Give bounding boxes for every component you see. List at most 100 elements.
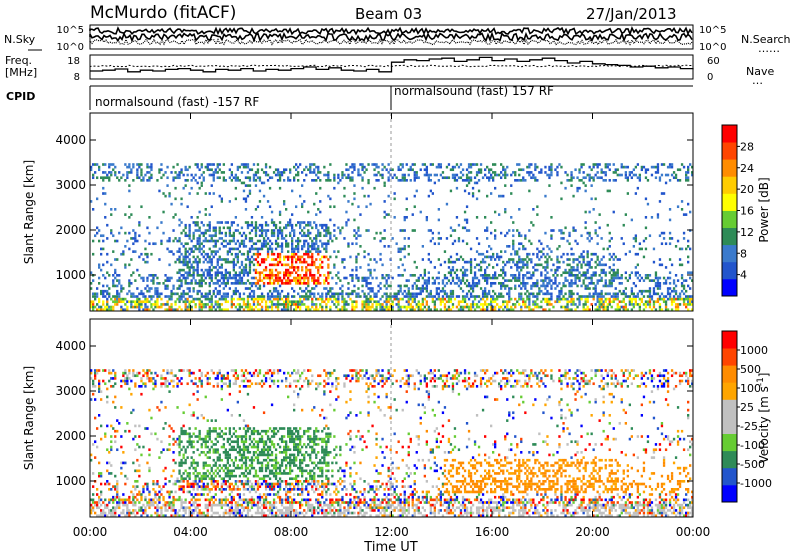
- power-scatter-cell: [331, 300, 334, 304]
- power-scatter-cell: [620, 282, 623, 285]
- power-scatter-cell: [272, 295, 276, 298]
- power-scatter-cell: [512, 239, 515, 243]
- power-scatter-cell: [313, 279, 316, 282]
- velocity-scatter-cell: [144, 495, 147, 499]
- power-scatter-cell: [295, 260, 298, 264]
- power-scatter-cell: [630, 176, 634, 180]
- power-scatter-cell: [542, 284, 545, 288]
- power-scatter-cell: [297, 250, 300, 253]
- velocity-scatter-cell: [162, 369, 165, 372]
- power-scatter-cell: [313, 292, 316, 296]
- power-scatter-cell: [110, 229, 113, 232]
- power-scatter-cell: [309, 255, 312, 259]
- power-scatter-cell: [188, 295, 191, 298]
- velocity-scatter-cell: [172, 482, 175, 486]
- power-scatter-cell: [224, 260, 228, 264]
- power-scatter-cell: [668, 218, 672, 222]
- power-scatter-cell: [246, 176, 250, 180]
- power-scatter-cell: [540, 279, 543, 282]
- velocity-scatter-cell: [164, 385, 167, 388]
- power-scatter-cell: [285, 305, 288, 309]
- velocity-scatter-cell: [174, 498, 177, 502]
- power-scatter-cell: [299, 231, 302, 235]
- power-scatter-cell: [586, 268, 589, 272]
- power-scatter-cell: [504, 274, 507, 277]
- velocity-scatter-cell: [182, 424, 185, 428]
- power-scatter-cell: [202, 239, 205, 243]
- power-scatter-cell: [536, 179, 539, 182]
- power-scatter-cell: [210, 205, 213, 209]
- power-scatter-cell: [182, 289, 185, 293]
- power-scatter-cell: [526, 297, 529, 301]
- power-scatter-cell: [168, 295, 171, 298]
- power-scatter-cell: [305, 287, 308, 290]
- power-scatter-cell: [544, 308, 547, 312]
- power-scatter-cell: [268, 274, 272, 277]
- power-scatter-cell: [576, 268, 579, 272]
- power-scatter-cell: [260, 234, 264, 238]
- power-scatter-cell: [564, 292, 567, 296]
- power-scatter-cell: [616, 258, 619, 261]
- noise-right-label-dots: ……: [758, 42, 780, 55]
- power-scatter-cell: [319, 258, 322, 261]
- power-scatter-cell: [305, 165, 308, 169]
- power-scatter-cell: [687, 245, 690, 248]
- power-scatter-cell: [640, 165, 644, 169]
- power-scatter-cell: [542, 252, 545, 256]
- velocity-scatter-cell: [100, 472, 103, 475]
- power-colorbar-tick-label: 16: [740, 205, 754, 218]
- power-scatter-cell: [405, 284, 408, 288]
- power-scatter-cell: [220, 200, 224, 203]
- power-scatter-cell: [248, 292, 252, 296]
- power-scatter-cell: [104, 216, 107, 219]
- power-scatter-cell: [484, 289, 487, 293]
- power-scatter-cell: [319, 231, 322, 235]
- power-scatter-cell: [365, 305, 368, 309]
- power-scatter-cell: [204, 208, 207, 211]
- power-scatter-cell: [510, 252, 513, 256]
- power-scatter-cell: [516, 266, 519, 269]
- velocity-scatter-cell: [108, 369, 111, 372]
- power-scatter-cell: [150, 295, 153, 298]
- power-scatter-cell: [138, 234, 141, 238]
- power-scatter-cell: [423, 268, 427, 272]
- power-scatter-cell: [214, 231, 217, 235]
- power-scatter-cell: [349, 274, 352, 277]
- power-scatter-cell: [610, 284, 613, 288]
- power-scatter-cell: [427, 176, 431, 180]
- power-scatter-cell: [246, 300, 250, 304]
- power-scatter-cell: [146, 297, 149, 301]
- power-scatter-cell: [313, 260, 316, 264]
- power-scatter-cell: [160, 303, 163, 306]
- velocity-scatter-cell: [126, 374, 129, 378]
- power-scatter-cell: [592, 179, 595, 182]
- power-scatter-cell: [321, 242, 324, 246]
- power-scatter-cell: [532, 300, 535, 304]
- power-scatter-cell: [353, 305, 356, 309]
- velocity-scatter-cell: [174, 490, 177, 494]
- power-scatter-cell: [602, 284, 605, 288]
- power-scatter-cell: [490, 192, 493, 195]
- power-scatter-cell: [186, 205, 189, 209]
- power-scatter-cell: [248, 192, 252, 195]
- power-scatter-cell: [136, 163, 139, 166]
- power-scatter-cell: [116, 239, 119, 243]
- power-scatter-cell: [508, 287, 511, 290]
- power-scatter-cell: [620, 305, 623, 309]
- power-scatter-cell: [218, 221, 221, 224]
- power-scatter-cell: [166, 308, 169, 312]
- power-scatter-cell: [506, 284, 509, 288]
- power-scatter-cell: [548, 297, 551, 301]
- power-scatter-cell: [315, 192, 318, 195]
- power-scatter-cell: [222, 292, 226, 296]
- power-scatter-cell: [333, 176, 336, 180]
- power-scatter-cell: [638, 179, 642, 182]
- velocity-scatter-cell: [94, 371, 97, 375]
- power-scatter-cell: [272, 282, 276, 285]
- velocity-scatter-cell: [124, 369, 127, 372]
- power-scatter-cell: [687, 179, 690, 182]
- power-scatter-cell: [254, 171, 258, 174]
- power-scatter-cell: [479, 266, 483, 269]
- power-scatter-cell: [341, 173, 344, 177]
- power-scatter-cell: [315, 297, 318, 301]
